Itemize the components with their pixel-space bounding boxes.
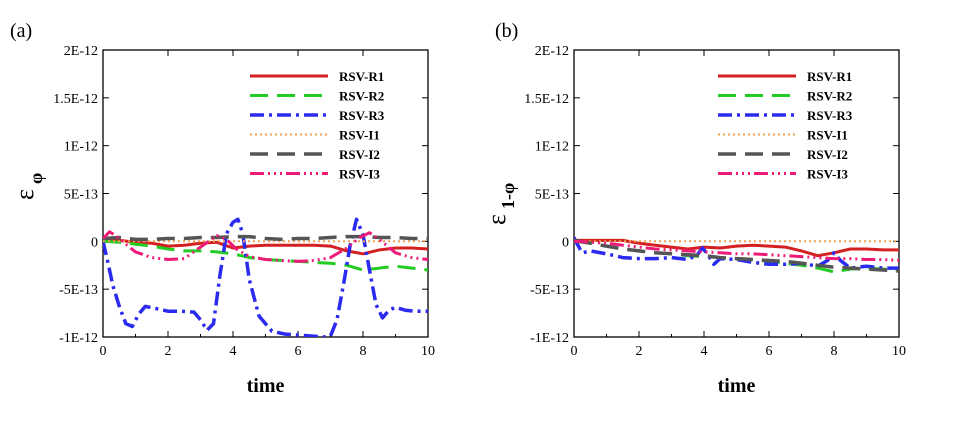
panel-b: (b) 0 2 4 6 8 10 -1E-12 -5E-13 0 5E-13 1E-12 1.5E-12…: [482, 20, 906, 397]
series-group: [574, 236, 899, 274]
x-tick-label: 10: [421, 344, 435, 359]
y-tick-label: 2E-12: [64, 44, 98, 59]
legend-label: RSV-I2: [807, 147, 848, 162]
x-tick-label: 10: [892, 344, 906, 359]
y-tick-label: -5E-13: [530, 283, 569, 298]
y-tick-label: 1.5E-12: [53, 92, 98, 107]
panel-a: (a) 0 2 4 6 8 10 -1E-12 -5E-13 0 5E-13 1E-12 1.5E-12…: [10, 20, 435, 397]
series-line-rsv-i3: [103, 230, 428, 263]
x-tick-label: 0: [571, 344, 578, 359]
legend-label: RSV-R3: [339, 108, 385, 123]
y-axis-label: εφ: [10, 173, 46, 200]
x-tick-label: 2: [636, 344, 643, 359]
y-tick-label: 1E-12: [535, 140, 569, 155]
y-tick-label: 1E-12: [64, 140, 98, 155]
x-tick-label: 8: [831, 344, 838, 359]
series-line-rsv-r3: [103, 217, 428, 337]
y-tick-label: 1.5E-12: [524, 92, 569, 107]
x-tick-label: 8: [360, 344, 367, 359]
y-tick-label: 5E-13: [64, 188, 98, 203]
legend-label: RSV-I1: [807, 128, 848, 143]
y-tick-label: -1E-12: [59, 331, 98, 346]
y-axis-label: ε 1-φ: [482, 183, 518, 225]
legend-label: RSV-R1: [339, 69, 384, 84]
legend-label: RSV-R3: [807, 108, 853, 123]
series-group: [103, 217, 428, 337]
panel-label: (b): [495, 20, 518, 42]
series-line-rsv-r3: [574, 236, 899, 270]
legend-label: RSV-R1: [807, 69, 852, 84]
y-axis-symbol: ε: [482, 214, 511, 225]
legend-label: RSV-R2: [807, 89, 852, 104]
x-tick-label: 0: [100, 344, 107, 359]
series-line-rsv-i3: [574, 239, 899, 262]
legend-label: RSV-I2: [339, 147, 380, 162]
x-tick-label: 2: [165, 344, 172, 359]
panel-label: (a): [10, 20, 32, 42]
y-tick-label: -5E-13: [59, 283, 98, 298]
y-tick-label: 5E-13: [535, 188, 569, 203]
legend-label: RSV-R2: [339, 89, 384, 104]
legend-label: RSV-I3: [807, 167, 848, 182]
y-axis-subscript: φ: [26, 173, 46, 184]
y-tick-label: 2E-12: [535, 44, 569, 59]
x-tick-label: 6: [295, 344, 302, 359]
y-tick-label: 0: [562, 235, 569, 250]
series-line-rsv-i2: [103, 234, 428, 242]
y-axis-subscript: 1-φ: [498, 183, 518, 209]
legend-label: RSV-I1: [339, 128, 380, 143]
y-axis-symbol: ε: [10, 189, 39, 200]
x-tick-label: 4: [701, 344, 708, 359]
x-axis-label: time: [247, 375, 285, 397]
y-tick-label: 0: [91, 235, 98, 250]
series-line-rsv-r1: [574, 238, 899, 258]
x-axis-label: time: [718, 375, 756, 397]
legend: RSV-R1 RSV-R2 RSV-R3 RSV-I1 RSV-I2 RSV-I3: [718, 69, 853, 182]
legend-label: RSV-I3: [339, 167, 380, 182]
series-line-rsv-i2: [574, 238, 899, 273]
y-tick-label: -1E-12: [530, 331, 569, 346]
series-line-rsv-r1: [103, 238, 428, 256]
legend: RSV-R1 RSV-R2 RSV-R3 RSV-I1 RSV-I2 RSV-I3: [250, 69, 385, 182]
x-tick-label: 6: [766, 344, 773, 359]
x-tick-label: 4: [230, 344, 237, 359]
